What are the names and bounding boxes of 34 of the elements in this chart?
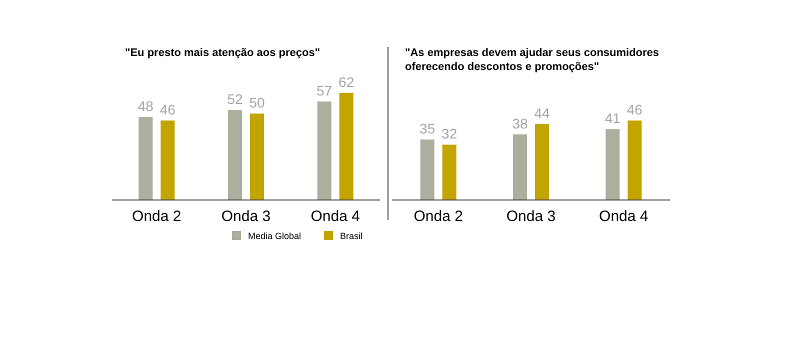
chart-title: "Eu presto mais atenção aos preços" <box>125 47 320 59</box>
data-label: 50 <box>249 94 265 111</box>
data-label: 41 <box>604 110 621 126</box>
x-tick-label: Onda 2 <box>414 208 463 225</box>
bar <box>420 140 434 200</box>
data-label: 57 <box>316 82 332 98</box>
data-label: 44 <box>534 104 550 121</box>
bar <box>160 120 175 200</box>
data-label: 62 <box>338 74 354 90</box>
bar <box>250 114 264 200</box>
x-tick-label: Onda 4 <box>310 208 360 225</box>
bar <box>228 110 242 200</box>
bar <box>138 117 153 200</box>
bar <box>628 120 642 200</box>
x-tick-label: Onda 3 <box>221 208 271 225</box>
bar <box>339 92 354 200</box>
x-tick-label: Onda 4 <box>599 208 648 225</box>
data-label: 38 <box>512 115 528 132</box>
x-tick-label: Onda 3 <box>506 208 556 225</box>
legend-label: Media Global <box>248 231 302 241</box>
legend-label: Brasil <box>340 231 363 241</box>
data-label: 52 <box>227 91 243 108</box>
bar <box>535 124 549 200</box>
data-label: 46 <box>160 102 176 118</box>
bar <box>442 144 456 200</box>
bar <box>513 134 527 200</box>
data-label: 46 <box>626 102 643 118</box>
chart-title: "As empresas devem ajudar seus consumidores oferecendo descontos e promoções" <box>405 47 660 73</box>
data-label: 35 <box>420 120 436 137</box>
data-label: 48 <box>138 98 154 114</box>
data-label: 32 <box>442 126 458 142</box>
bar <box>317 102 332 200</box>
bar <box>606 129 620 200</box>
x-tick-label: Onda 2 <box>132 208 182 225</box>
